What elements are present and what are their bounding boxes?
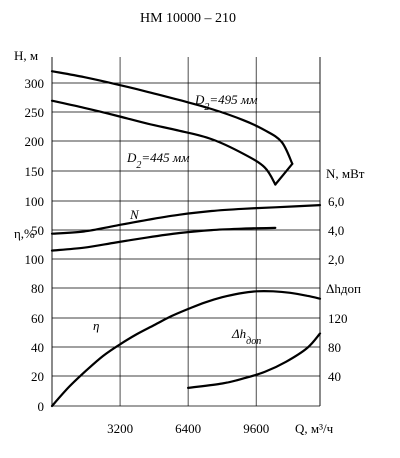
left-tick-label: 250 (25, 105, 45, 120)
series-line (50, 204, 322, 235)
right-tick-label: 80 (328, 340, 341, 355)
series-line (50, 70, 294, 165)
series-line (50, 226, 277, 252)
axis-labels: H, м η,% N, мВт Δhдоп Q, м³/ч D2=495 мм D2=445… (14, 48, 365, 436)
series-label-n: N (129, 207, 140, 222)
left-tick-label: 100 (25, 194, 45, 209)
right-tick-label: 120 (328, 311, 348, 326)
chart-title: НМ 10000 – 210 (140, 11, 236, 26)
curves (50, 70, 322, 408)
series-line (50, 99, 277, 186)
series-line (50, 290, 322, 408)
dh-axis-title: Δhдоп (326, 281, 361, 296)
series-label-eta: η (93, 318, 99, 333)
left-tick-label: 200 (25, 134, 45, 149)
x-axis-title: Q, м³/ч (295, 421, 334, 436)
series-label-d2-445: D2=445 мм (126, 150, 190, 171)
series-line (187, 332, 322, 389)
n-axis-title: N, мВт (326, 166, 365, 181)
right-tick-label: 2,0 (328, 252, 344, 267)
tick-labels: 50 100 150 200 250 300 0 20 40 60 80 100 2,0 4,0 6,0 40… (25, 76, 348, 436)
left-tick-label: 300 (25, 76, 45, 91)
left-tick-label: 80 (31, 281, 44, 296)
left-tick-label: 150 (25, 164, 45, 179)
left-tick-label: 100 (25, 252, 45, 267)
left-tick-label: 50 (31, 223, 44, 238)
right-tick-label: 4,0 (328, 223, 344, 238)
left-tick-label: 40 (31, 340, 44, 355)
x-tick-label: 3200 (107, 421, 133, 436)
series-label-d2-495: D2=495 мм (194, 92, 258, 113)
series-label-dh: Δhдоп (231, 326, 261, 347)
left-tick-label: 20 (31, 369, 44, 384)
left-tick-label: 60 (31, 311, 44, 326)
eta-axis-title: η,% (14, 226, 35, 241)
x-tick-label: 9600 (243, 421, 269, 436)
series-line (274, 162, 294, 186)
right-tick-label: 40 (328, 369, 341, 384)
right-tick-label: 6,0 (328, 194, 344, 209)
h-axis-title: H, м (14, 48, 38, 63)
x-tick-label: 6400 (175, 421, 201, 436)
left-tick-label: 0 (38, 399, 45, 414)
